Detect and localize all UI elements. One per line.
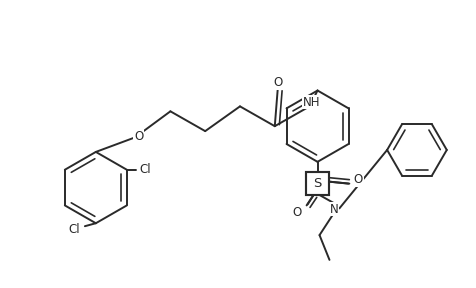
Text: S: S [313, 177, 321, 190]
Text: Cl: Cl [68, 223, 79, 236]
Text: O: O [273, 76, 282, 89]
Text: N: N [329, 203, 338, 216]
Text: NH: NH [302, 96, 320, 109]
Text: Cl: Cl [139, 163, 150, 176]
Bar [306, 172, 328, 195]
Text: O: O [353, 173, 362, 186]
Text: O: O [134, 130, 143, 143]
Text: S: S [313, 177, 321, 190]
Text: O: O [291, 206, 301, 219]
